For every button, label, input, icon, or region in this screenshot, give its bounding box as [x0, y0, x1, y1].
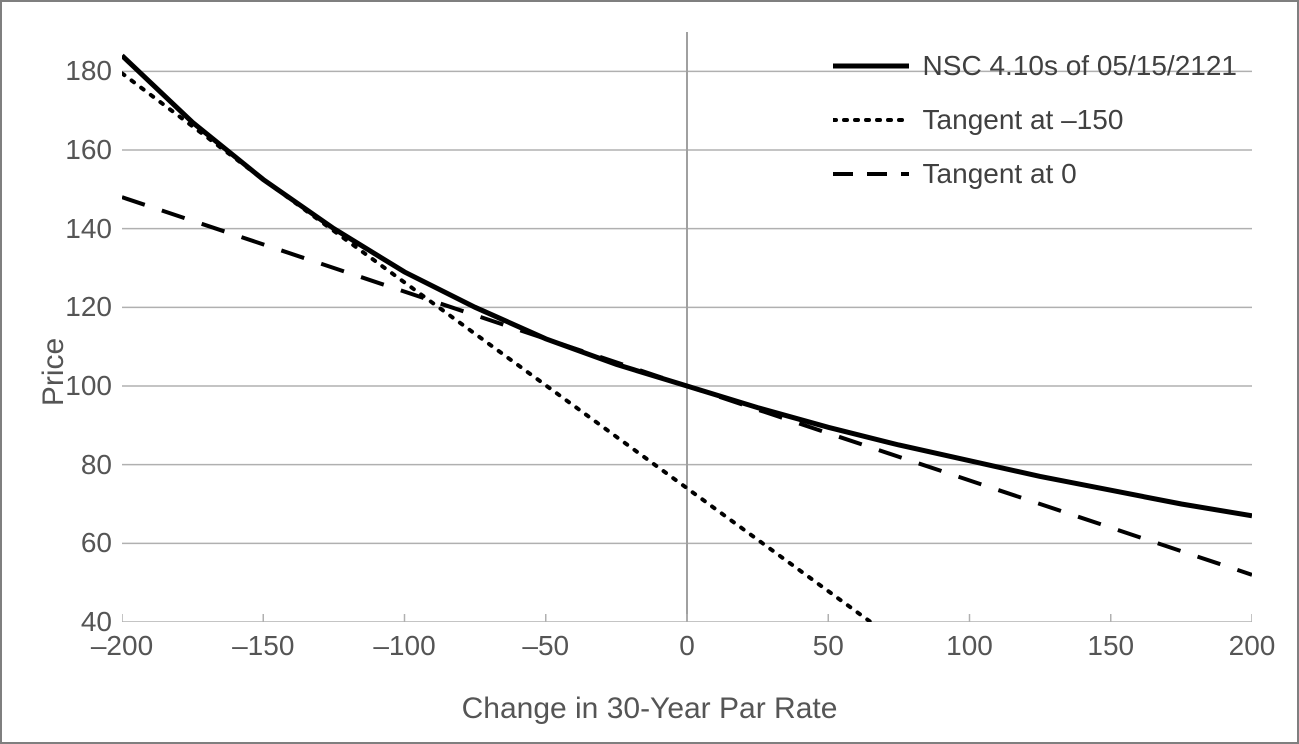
y-tick-label: 60 [52, 527, 112, 559]
x-tick-label: –200 [91, 630, 153, 662]
x-tick-label: 0 [679, 630, 695, 662]
x-tick-label: 100 [946, 630, 993, 662]
y-tick-label: 160 [52, 134, 112, 166]
x-tick-label: –100 [373, 630, 435, 662]
y-axis-label: Price [37, 338, 71, 406]
legend-swatch-solid [833, 51, 909, 81]
legend-swatch-dotted [833, 105, 909, 135]
y-tick-label: 140 [52, 213, 112, 245]
price-rate-chart: 406080100120140160180 –200–150–100–50050… [0, 0, 1299, 744]
legend-label: Tangent at 0 [923, 158, 1077, 190]
y-tick-label: 120 [52, 291, 112, 323]
x-tick-label: –150 [232, 630, 294, 662]
legend-swatch-dashed [833, 159, 909, 189]
x-tick-label: 50 [813, 630, 844, 662]
x-tick-label: –50 [522, 630, 569, 662]
legend-item: Tangent at 0 [833, 158, 1237, 190]
legend-item: Tangent at –150 [833, 104, 1237, 136]
x-axis-label: Change in 30-Year Par Rate [462, 692, 838, 726]
y-tick-label: 80 [52, 449, 112, 481]
y-tick-label: 180 [52, 55, 112, 87]
legend-label: NSC 4.10s of 05/15/2121 [923, 50, 1237, 82]
legend-item: NSC 4.10s of 05/15/2121 [833, 50, 1237, 82]
x-tick-label: 150 [1087, 630, 1134, 662]
legend: NSC 4.10s of 05/15/2121 Tangent at –150 … [833, 50, 1237, 212]
x-tick-label: 200 [1229, 630, 1276, 662]
legend-label: Tangent at –150 [923, 104, 1124, 136]
